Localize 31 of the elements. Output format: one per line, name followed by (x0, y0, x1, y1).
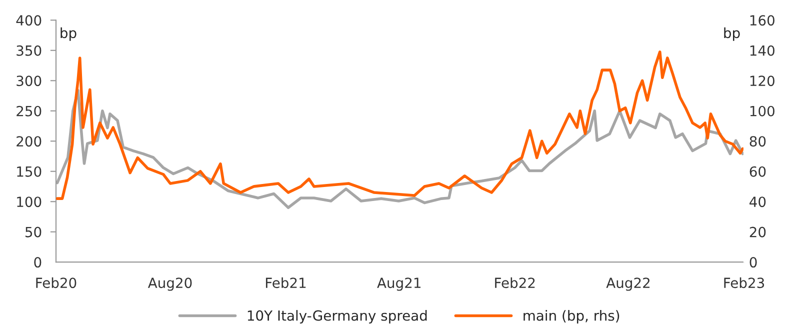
y2-tick-label: 160 (750, 15, 774, 26)
y-tick-label: 50 (26, 226, 42, 238)
y2-tick-label: 100 (750, 106, 774, 116)
line-series (56, 50, 744, 200)
x-tick-label: Aug22 (606, 278, 650, 291)
y-tick-label: 250 (16, 106, 42, 116)
y-tick-label: 350 (16, 45, 42, 56)
y-axis-title: bp (60, 27, 76, 41)
y-tick-label: 200 (16, 136, 42, 147)
x-tick-label: Aug20 (148, 278, 192, 291)
y2-tick-label: 20 (750, 226, 766, 238)
y-tick-label: 300 (16, 76, 42, 86)
y2-axis-title: bp (724, 27, 740, 41)
y2-tick-label: 80 (750, 136, 766, 147)
y2-tick-label: 40 (750, 196, 766, 208)
y2-tick-label: 60 (750, 166, 766, 177)
x-tick-label: Feb22 (495, 277, 535, 288)
x-tick-label: Feb20 (36, 277, 76, 288)
y-tick-label: 100 (17, 196, 42, 208)
y-tick-label: 150 (17, 166, 42, 177)
y2-tick-label: 140 (750, 45, 774, 56)
y2-tick-label: 0 (750, 257, 757, 268)
x-tick-label: Feb21 (266, 277, 306, 288)
legend-label: 10Y Italy-Germany spread (248, 310, 427, 324)
line-series (56, 88, 744, 210)
x-tick-label: Feb23 (724, 277, 764, 288)
y2-tick-label: 120 (750, 76, 774, 86)
x-tick-label: Aug21 (377, 278, 420, 291)
y-tick-label: 400 (16, 15, 42, 26)
legend-label: main (bp, rhs) (524, 310, 620, 324)
y-tick-label: 0 (34, 257, 42, 268)
